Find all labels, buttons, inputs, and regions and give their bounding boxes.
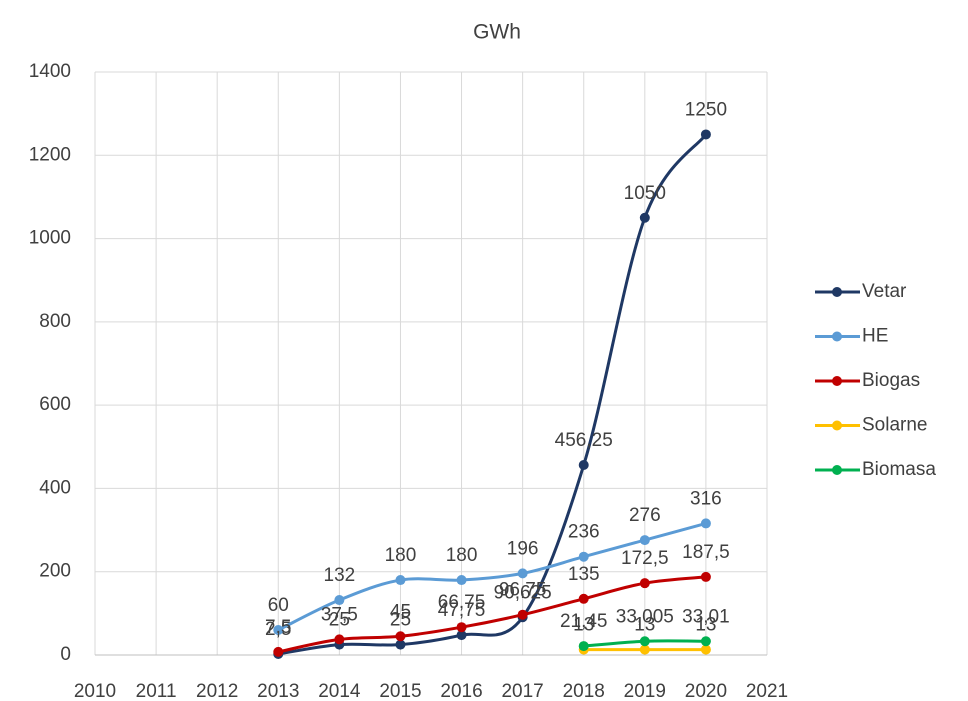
point [273, 646, 284, 657]
y-tick-label: 200 [39, 561, 71, 582]
point [334, 634, 345, 645]
y-tick-label: 400 [39, 477, 71, 498]
data-label: 1250 [685, 99, 727, 120]
x-tick-label: 2011 [136, 681, 177, 701]
data-label: 135 [568, 564, 600, 585]
data-label: 25 [390, 610, 411, 631]
point [700, 571, 711, 582]
point [456, 575, 467, 586]
point [578, 460, 589, 471]
data-label: 96,75 [499, 580, 547, 601]
x-tick-label: 2021 [746, 681, 788, 701]
legend-marker [832, 376, 842, 386]
data-label: 66,75 [438, 592, 486, 613]
data-label: 25 [329, 610, 350, 631]
data-label: 21,45 [560, 611, 608, 632]
point [639, 636, 650, 647]
legend-label: HE [862, 326, 888, 347]
point [639, 644, 650, 655]
y-tick-label: 1200 [29, 144, 71, 165]
point [700, 636, 711, 647]
legend-label: Biomasa [862, 459, 936, 480]
point [517, 568, 528, 579]
data-label: 45 [390, 601, 411, 622]
point [700, 518, 711, 529]
y-tick-label: 1400 [29, 61, 71, 82]
x-tick-label: 2014 [318, 681, 361, 701]
data-label: 132 [324, 565, 356, 586]
point [395, 631, 406, 642]
legend-label: Biogas [862, 370, 920, 391]
data-label: 7,5 [265, 617, 291, 638]
point [639, 578, 650, 589]
data-label: 13 [573, 615, 594, 636]
data-label: 180 [385, 545, 417, 566]
legend-marker [832, 287, 842, 297]
data-label: 236 [568, 522, 600, 543]
point [639, 535, 650, 546]
y-tick-label: 800 [39, 311, 71, 332]
legend-marker [832, 331, 842, 342]
data-label: 276 [629, 505, 661, 526]
point [334, 595, 345, 606]
data-label: 456,25 [555, 430, 613, 451]
data-label: 33,01 [682, 606, 730, 627]
data-label: 196 [507, 538, 539, 559]
point [700, 129, 711, 140]
data-label: 13 [695, 615, 716, 636]
data-label: 60 [268, 595, 289, 616]
y-tick-label: 600 [39, 394, 71, 415]
series-line [278, 133, 708, 656]
point [578, 593, 589, 604]
data-label: 90,625 [494, 582, 552, 603]
x-tick-label: 2010 [74, 681, 116, 701]
point [700, 644, 711, 655]
legend-marker [832, 465, 842, 475]
x-tick-label: 2017 [501, 681, 543, 701]
chart-title: GWh [473, 21, 521, 44]
data-label: 180 [446, 545, 478, 566]
legend-marker [832, 420, 842, 431]
legend-label: Solarne [862, 415, 928, 436]
data-label: 316 [690, 488, 722, 509]
point [395, 639, 406, 650]
y-tick-label: 0 [60, 644, 71, 665]
series-line [277, 575, 707, 654]
x-tick-label: 2019 [624, 681, 666, 701]
x-tick-label: 2012 [196, 681, 238, 701]
x-tick-label: 2015 [379, 681, 421, 701]
data-label: 13 [634, 615, 655, 636]
point [456, 630, 467, 641]
data-label: 33,005 [616, 606, 674, 627]
legend-label: Vetar [862, 281, 907, 302]
x-tick-label: 2018 [563, 681, 605, 701]
point [395, 575, 406, 586]
point [517, 609, 528, 620]
point [456, 622, 467, 633]
x-tick-label: 2013 [257, 681, 299, 701]
point [639, 212, 650, 223]
x-tick-label: 2020 [685, 681, 727, 701]
point [273, 625, 284, 636]
data-label: 187,5 [682, 542, 730, 563]
point [578, 641, 589, 652]
x-tick-label: 2016 [440, 681, 482, 701]
data-label: 172,5 [621, 548, 669, 569]
data-label: 47,75 [438, 600, 486, 621]
data-label: 1050 [624, 183, 666, 204]
y-tick-label: 1000 [29, 228, 71, 249]
data-label: 37,5 [321, 604, 358, 625]
point [578, 551, 589, 562]
